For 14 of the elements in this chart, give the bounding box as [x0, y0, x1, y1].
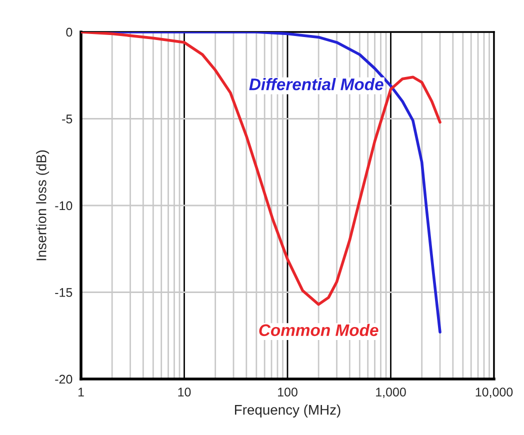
x-tick-label: 1,000 — [376, 388, 406, 398]
x-tick-label: 1 — [78, 388, 84, 396]
x-tick-label: 10,000 — [476, 388, 513, 398]
y-tick-label: -10 — [55, 201, 72, 210]
y-tick-label: -15 — [55, 288, 72, 297]
y-axis-title: Insertion loss (dB) — [36, 150, 50, 260]
y-tick-label: 0 — [66, 28, 72, 37]
x-tick-label: 100 — [278, 388, 298, 397]
series-label: Common Mode — [259, 324, 378, 336]
y-tick-label: -20 — [55, 374, 72, 384]
series-label: Differential Mode — [249, 78, 384, 90]
x-axis-title: Frequency (MHz) — [235, 404, 340, 418]
y-tick-label: -5 — [62, 114, 72, 124]
x-tick-label: 10 — [178, 388, 191, 397]
